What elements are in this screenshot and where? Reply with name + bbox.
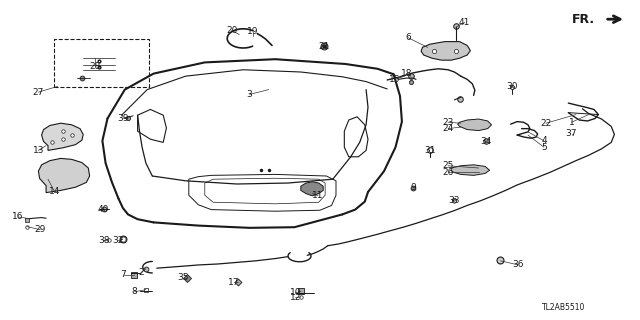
Text: 12: 12 xyxy=(290,293,301,302)
Text: 1: 1 xyxy=(569,118,574,127)
Text: 2: 2 xyxy=(138,268,143,277)
Text: 41: 41 xyxy=(459,18,470,27)
Text: 6: 6 xyxy=(406,33,411,42)
Text: 31: 31 xyxy=(424,146,436,155)
Text: 23: 23 xyxy=(442,118,454,127)
Text: 8: 8 xyxy=(132,287,137,296)
Polygon shape xyxy=(451,165,490,175)
Polygon shape xyxy=(421,42,470,60)
Text: 5: 5 xyxy=(541,143,547,152)
Text: 7: 7 xyxy=(121,270,126,279)
Text: FR.: FR. xyxy=(572,13,595,26)
Text: 11: 11 xyxy=(312,191,324,200)
Text: 16: 16 xyxy=(12,212,24,221)
Text: 27: 27 xyxy=(33,88,44,97)
Text: 20: 20 xyxy=(226,26,237,35)
Polygon shape xyxy=(42,123,83,150)
Text: 19: 19 xyxy=(247,28,259,36)
Text: 14: 14 xyxy=(49,187,60,196)
Text: 4: 4 xyxy=(541,136,547,145)
Text: 40: 40 xyxy=(98,205,109,214)
Text: 29: 29 xyxy=(35,225,46,234)
Text: 30: 30 xyxy=(506,82,518,91)
Text: 26: 26 xyxy=(442,168,454,177)
Text: TL2AB5510: TL2AB5510 xyxy=(541,303,585,312)
Text: 25: 25 xyxy=(442,161,454,170)
Text: 18: 18 xyxy=(401,69,413,78)
Text: 15: 15 xyxy=(389,75,401,84)
Text: 33: 33 xyxy=(449,196,460,205)
Text: 34: 34 xyxy=(481,137,492,146)
Text: 3: 3 xyxy=(247,90,252,99)
Polygon shape xyxy=(38,158,90,193)
Text: 17: 17 xyxy=(228,278,239,287)
Text: 22: 22 xyxy=(540,119,552,128)
Text: 24: 24 xyxy=(442,124,454,133)
Text: 9: 9 xyxy=(411,183,416,192)
Text: 10: 10 xyxy=(290,288,301,297)
Text: 35: 35 xyxy=(177,273,189,282)
Text: 13: 13 xyxy=(33,146,44,155)
Text: 28: 28 xyxy=(89,62,100,71)
Text: 21: 21 xyxy=(319,42,330,51)
Text: 32: 32 xyxy=(113,236,124,245)
Text: 38: 38 xyxy=(98,236,109,245)
Polygon shape xyxy=(458,119,492,131)
Text: 39: 39 xyxy=(118,114,129,123)
Text: 36: 36 xyxy=(513,260,524,269)
Polygon shape xyxy=(301,182,323,196)
Text: 37: 37 xyxy=(566,129,577,138)
